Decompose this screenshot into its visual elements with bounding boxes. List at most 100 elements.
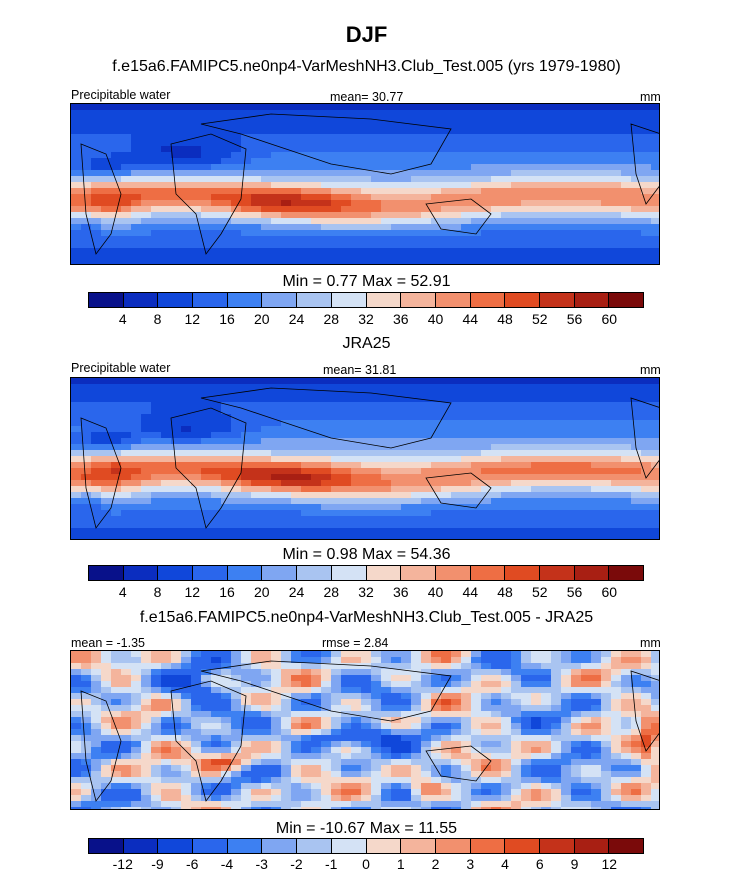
map-cell [521,657,532,664]
map-cell [551,236,562,243]
map-cell [421,795,432,802]
map-cell [471,378,482,385]
map-cell [421,152,432,159]
map-cell [241,260,252,264]
map-cell [641,456,652,463]
map-cell [621,164,632,171]
map-cell [631,669,642,676]
map-cell [141,777,152,784]
map-cell [191,170,202,177]
map-cell [451,663,462,670]
map-cell [491,402,502,409]
map-cell [391,110,402,117]
map-cell [651,651,659,658]
map-cell [81,516,92,523]
map-cell [431,230,442,237]
map-cell [141,164,152,171]
map-cell [541,675,552,682]
map-cell [601,104,612,111]
map-cell [311,426,322,433]
map-cell [571,729,582,736]
map-cell [631,747,642,754]
map-cell [211,182,222,189]
map-cell [101,492,112,499]
map-cell [461,651,472,658]
map-cell [91,134,102,141]
map-cell [631,116,642,123]
map-cell [231,693,242,700]
map-cell [351,807,362,809]
map-cell [321,480,332,487]
map-cell [521,486,532,493]
map-cell [201,408,212,415]
map-cell [511,675,522,682]
map-cell [391,146,402,153]
map-cell [371,795,382,802]
colorbar-tick-label: 4 [118,584,127,600]
map-cell [91,516,102,523]
map-cell [151,492,162,499]
map-cell [491,164,502,171]
map-cell [601,378,612,385]
map-cell [431,687,442,694]
map-cell [491,468,502,475]
map-cell [271,657,282,664]
map-cell [511,134,522,141]
map-cell [311,432,322,439]
map-cell [411,200,422,207]
map-cell [341,224,352,231]
map-cell [411,651,422,658]
map-cell [131,522,142,529]
map-cell [591,390,602,397]
map-cell [241,711,252,718]
map-cell [201,242,212,249]
map-cell [121,134,132,141]
map-cell [221,651,232,658]
map-cell [191,432,202,439]
map-cell [281,534,292,539]
map-cell [321,765,332,772]
map-cell [101,170,112,177]
map-cell [211,522,222,529]
map-cell [401,390,412,397]
map-cell [621,408,632,415]
map-cell [181,795,192,802]
map-cell [451,378,462,385]
map-cell [261,801,272,808]
map-cell [371,194,382,201]
map-cell [431,456,442,463]
map-cell [421,110,432,117]
map-cell [301,134,312,141]
map-cell [211,486,222,493]
map-cell [261,534,272,539]
map-cell [501,200,512,207]
map-cell [411,474,422,481]
map-cell [461,771,472,778]
map-cell [461,170,472,177]
map-cell [631,378,642,385]
map-cell [541,248,552,255]
map-cell [511,402,522,409]
map-cell [341,218,352,225]
map-cell [221,777,232,784]
map-cell [321,705,332,712]
colorbar-tick-label: 0 [362,856,370,872]
map-cell [161,230,172,237]
map-cell [621,224,632,231]
map-cell [241,651,252,658]
map-cell [621,534,632,539]
map-cell [141,651,152,658]
map-cell [431,795,442,802]
map-cell [621,510,632,517]
map-cell [181,248,192,255]
map-cell [161,104,172,111]
map-cell [581,759,592,766]
map-cell [611,224,622,231]
map-cell [651,384,659,391]
map-cell [581,534,592,539]
map-cell [161,146,172,153]
map-cell [591,735,602,742]
map-cell [131,212,142,219]
map-cell [261,468,272,475]
map-cell [81,158,92,165]
